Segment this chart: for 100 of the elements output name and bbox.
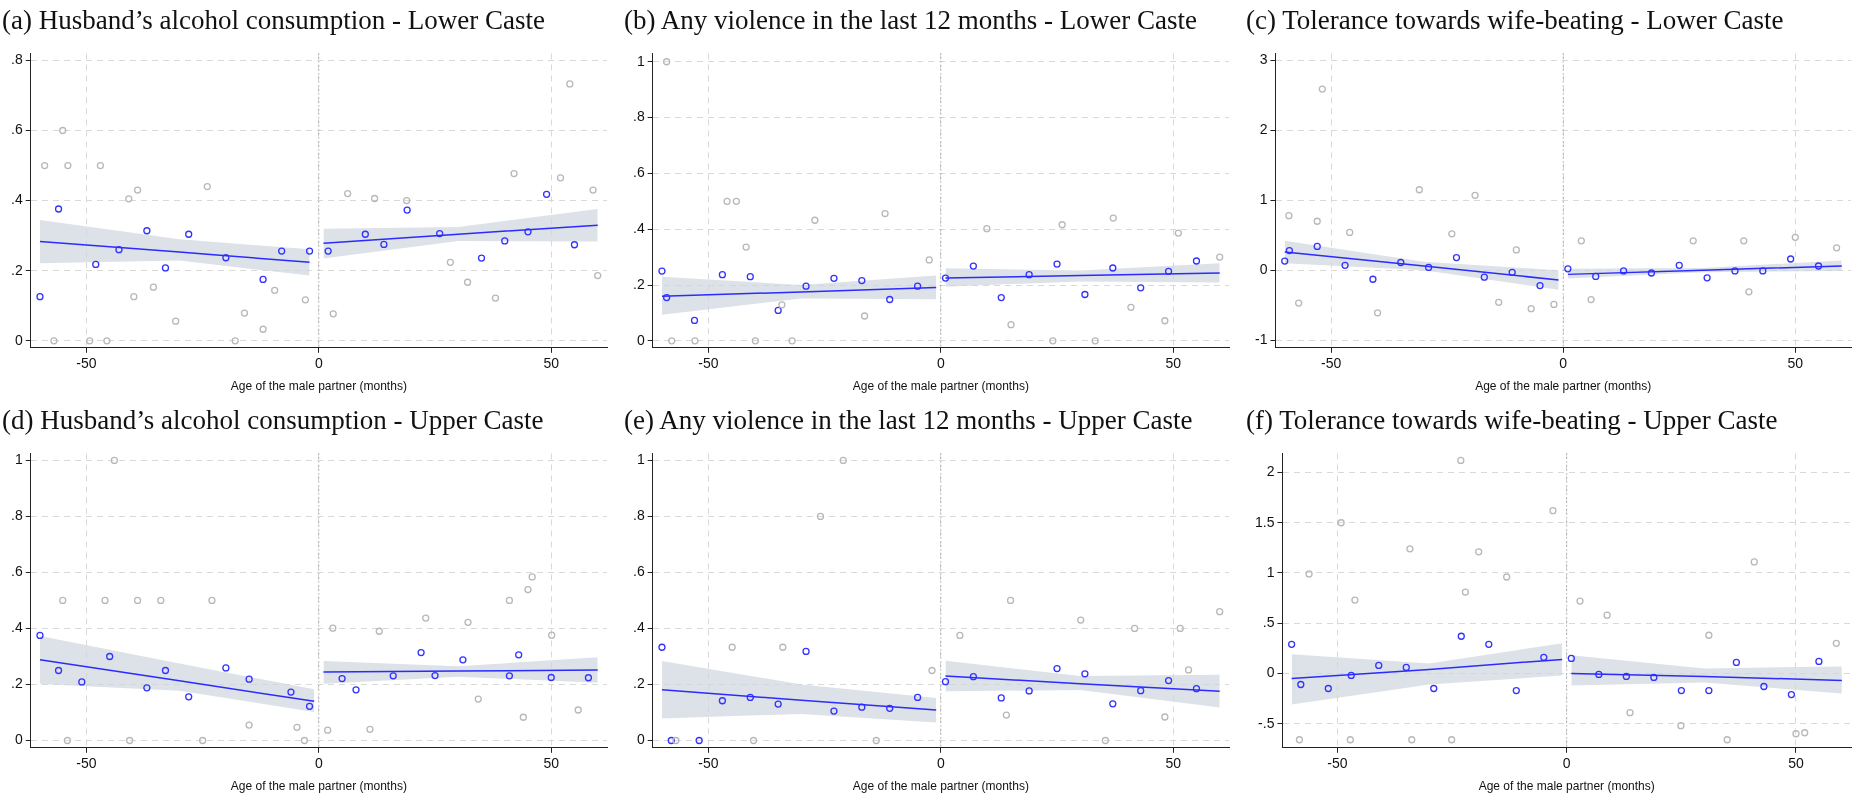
point (1703, 274, 1711, 282)
point (287, 688, 295, 696)
point (1295, 299, 1303, 307)
point (1475, 548, 1483, 556)
point (1619, 267, 1628, 275)
point (1650, 673, 1658, 682)
point (928, 666, 936, 675)
point (1587, 295, 1595, 304)
point (1577, 237, 1585, 245)
y-tick-label: 1 (1266, 563, 1275, 580)
x-tick-label: 0 (1562, 755, 1571, 772)
chart-title: (a) Husband’s alcohol consumption - Lower Caste (1, 4, 545, 37)
point (1324, 684, 1332, 693)
y-tick-label: .8 (10, 51, 23, 68)
point (1787, 690, 1796, 699)
point (1375, 661, 1383, 670)
y-tick-label: .8 (632, 507, 645, 524)
point (1006, 596, 1015, 605)
x-axis-title: Age of the male partner (months) (852, 379, 1029, 394)
point (1415, 186, 1423, 194)
point (59, 126, 67, 135)
chart-title: (b) Any violence in the last 12 months - Lower Caste (623, 4, 1197, 37)
point (1192, 685, 1201, 693)
point (1313, 217, 1321, 225)
point (1760, 682, 1768, 691)
y-tick-label: 1 (636, 451, 645, 468)
point (375, 627, 383, 635)
point (1081, 290, 1089, 299)
point (969, 262, 978, 270)
point (774, 700, 782, 708)
point (574, 706, 582, 714)
point (816, 512, 825, 521)
point (774, 306, 782, 315)
point (839, 456, 847, 465)
point (1448, 736, 1456, 744)
point (1216, 608, 1224, 616)
point (528, 573, 536, 581)
point (742, 243, 750, 251)
point (1480, 273, 1488, 281)
point (556, 174, 565, 182)
y-tick-label: .8 (632, 108, 645, 125)
point (1576, 597, 1584, 605)
y-tick-label: .4 (10, 191, 23, 208)
point (1677, 686, 1686, 695)
point (278, 247, 286, 255)
point (1471, 191, 1479, 200)
point (1164, 267, 1173, 275)
point (969, 673, 978, 681)
point (751, 337, 760, 345)
point (872, 736, 880, 745)
y-tick-label: .5 (1262, 614, 1275, 631)
y-tick-label: .6 (632, 164, 645, 181)
point (1318, 85, 1326, 93)
y-tick-label: .2 (10, 261, 23, 278)
y-tick-label: 3 (1259, 51, 1268, 68)
point (130, 292, 138, 301)
point (1127, 303, 1135, 311)
point (103, 337, 111, 345)
point (1081, 670, 1089, 678)
point (505, 596, 514, 605)
point (259, 325, 267, 333)
point (305, 247, 314, 255)
point (1077, 616, 1085, 624)
point (1815, 657, 1823, 666)
point (881, 209, 889, 218)
point (1025, 271, 1033, 279)
point (1503, 573, 1511, 581)
point (1540, 653, 1548, 662)
point (1495, 298, 1503, 306)
point (886, 295, 894, 304)
point (101, 596, 109, 605)
point (1814, 262, 1823, 270)
point (63, 736, 72, 745)
x-tick-label: 0 (936, 355, 945, 372)
point (1485, 640, 1493, 648)
x-tick-label: 0 (314, 755, 323, 772)
y-tick-label: .4 (10, 619, 23, 636)
point (1723, 736, 1731, 744)
point (126, 736, 134, 745)
point (1297, 680, 1305, 689)
point (1049, 337, 1057, 345)
point (1351, 596, 1359, 604)
point (1832, 639, 1840, 647)
point (222, 664, 230, 672)
x-tick-label: 50 (543, 355, 560, 372)
x-tick-label: 0 (1559, 355, 1568, 372)
y-tick-label: 1 (636, 52, 645, 69)
point (1791, 233, 1799, 241)
point (1787, 255, 1795, 263)
point (1174, 229, 1182, 237)
point (172, 317, 180, 325)
point (1053, 260, 1061, 268)
point (305, 702, 314, 710)
point (259, 275, 267, 284)
point (36, 292, 44, 301)
point (149, 283, 158, 291)
point (1192, 257, 1201, 265)
point (1536, 281, 1544, 290)
point (956, 631, 964, 640)
point (185, 693, 193, 701)
